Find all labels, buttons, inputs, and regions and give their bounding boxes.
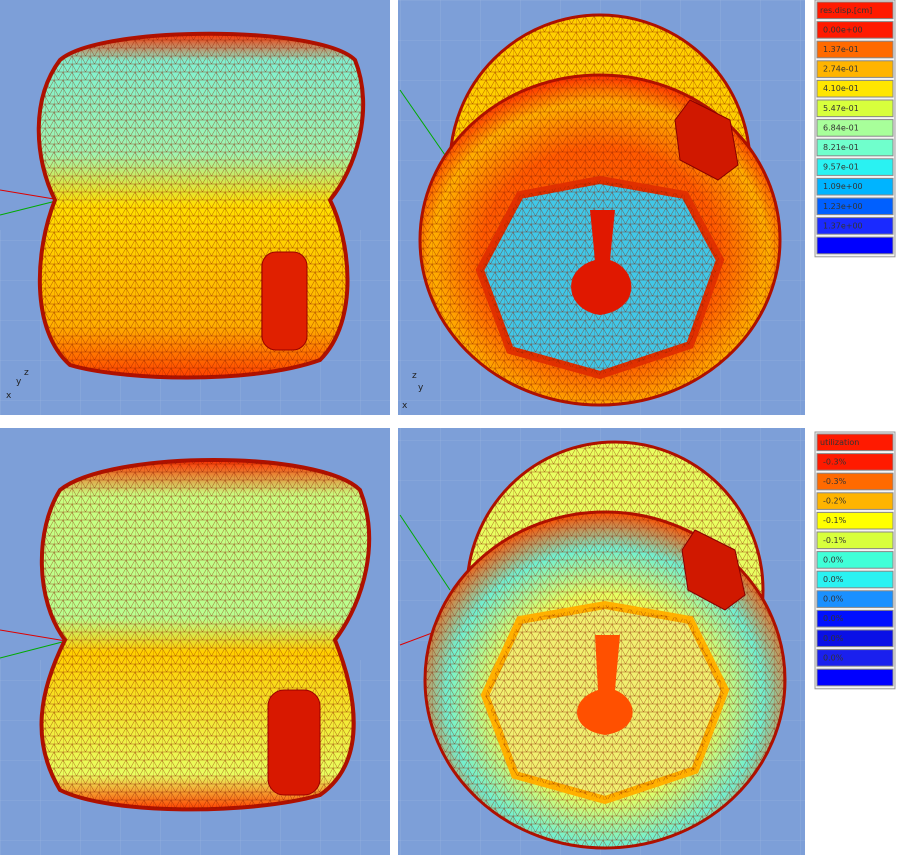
legend-label: -0.1% [823, 516, 847, 525]
viewport[interactable] [398, 428, 805, 855]
connector [681, 529, 746, 611]
legend-label: 6.84e-01 [823, 123, 859, 132]
legend-label: 0.0% [823, 653, 844, 662]
legend-swatch [816, 79, 894, 98]
legend-swatch [816, 197, 894, 216]
legend-swatch [816, 609, 894, 628]
axis-line [399, 89, 446, 156]
legend-swatch [816, 629, 894, 648]
legend-swatch [816, 158, 894, 176]
legend-swatch [816, 472, 894, 491]
viewport[interactable] [0, 428, 390, 855]
triad-label: x [402, 401, 408, 411]
legend-label: 1.09e+00 [823, 182, 863, 191]
legend-label: -0.3% [823, 457, 847, 466]
legend-swatch [816, 551, 894, 569]
legends: res.disp.[cm] 0.00e+00 1.37e-01 2.74e-01 4.1… [814, 0, 896, 690]
legend-label: -0.2% [823, 497, 847, 506]
legend-label: 0.00e+00 [823, 25, 863, 34]
legend-swatch [816, 649, 894, 667]
legend-swatch [816, 511, 894, 530]
legend-swatch [816, 1, 894, 20]
legend-swatch [816, 236, 894, 255]
legend-label: 5.47e-01 [823, 104, 859, 113]
legend-label: -0.3% [823, 477, 847, 486]
legend-swatch [816, 60, 894, 78]
legend-swatch [816, 177, 894, 196]
triad-label: z [412, 371, 417, 381]
stem [577, 635, 633, 735]
triad-label: z [24, 368, 29, 378]
legend-swatch [816, 433, 894, 452]
triad-label: y [16, 377, 22, 387]
axis-line [0, 639, 71, 659]
legend-label: 8.21e-01 [823, 143, 859, 152]
legend-swatch [816, 453, 894, 471]
legend-swatch [816, 99, 894, 118]
legend-swatch [816, 570, 894, 589]
stem [571, 210, 632, 315]
legend-swatch [816, 138, 894, 157]
legend-swatch [816, 590, 894, 608]
legend-label: 0.0% [823, 575, 844, 584]
legend-label: 9.57e-01 [823, 163, 859, 172]
legend-label: 0.0% [823, 614, 844, 623]
legend-label: 4.10e-01 [823, 84, 859, 93]
legend-label: 2.74e-01 [823, 65, 859, 74]
triad-label: y [418, 383, 424, 393]
legend-label: 1.37e+00 [823, 221, 863, 230]
legend-label: 0.0% [823, 555, 844, 564]
legend-swatch [816, 668, 894, 687]
viewport[interactable]: z y x [398, 0, 805, 415]
legend-title: res.disp.[cm] [820, 6, 872, 15]
axis-line [399, 514, 451, 591]
legend-swatch [816, 217, 894, 235]
connector [674, 99, 739, 181]
legend-swatch [816, 21, 894, 39]
legend-title: utilization [820, 438, 859, 447]
legend: utilization -0.3% -0.3% -0.2% -0.1% -0.1% 0.0%… [814, 431, 896, 690]
legend-label: 0.0% [823, 634, 844, 643]
axis-line [0, 199, 61, 216]
legend-swatch [816, 40, 894, 59]
triad-label: x [6, 391, 12, 401]
legend-label: 0.0% [823, 595, 844, 604]
viewport[interactable]: z y x [0, 0, 390, 415]
legend-swatch [816, 531, 894, 550]
connector [261, 251, 308, 351]
legend-label: 1.23e+00 [823, 202, 863, 211]
legend-swatch [816, 119, 894, 137]
legend-label: 1.37e-01 [823, 45, 859, 54]
legend-swatch [816, 492, 894, 510]
legend-label: -0.1% [823, 536, 847, 545]
legend: res.disp.[cm] 0.00e+00 1.37e-01 2.74e-01 4.1… [814, 0, 896, 258]
connector [267, 689, 321, 796]
mesh [38, 33, 364, 378]
